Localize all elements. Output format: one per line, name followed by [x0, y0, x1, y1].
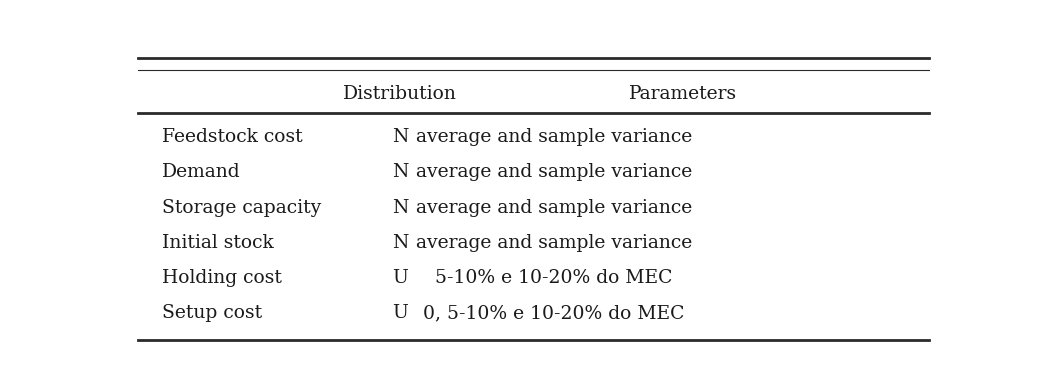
Text: Demand: Demand	[162, 163, 242, 181]
Text: average and sample variance: average and sample variance	[415, 198, 692, 216]
Text: Parameters: Parameters	[629, 85, 737, 103]
Text: average and sample variance: average and sample variance	[415, 234, 692, 252]
Text: 0, 5-10% e 10-20% do MEC: 0, 5-10% e 10-20% do MEC	[423, 304, 684, 322]
Text: U: U	[392, 269, 408, 287]
Text: N: N	[392, 198, 408, 216]
Text: average and sample variance: average and sample variance	[415, 163, 692, 181]
Text: Storage capacity: Storage capacity	[162, 198, 322, 216]
Text: N: N	[392, 163, 408, 181]
Text: average and sample variance: average and sample variance	[415, 128, 692, 146]
Text: Feedstock cost: Feedstock cost	[162, 128, 303, 146]
Text: N: N	[392, 128, 408, 146]
Text: 5-10% e 10-20% do MEC: 5-10% e 10-20% do MEC	[435, 269, 672, 287]
Text: N: N	[392, 234, 408, 252]
Text: Setup cost: Setup cost	[162, 304, 262, 322]
Text: Holding cost: Holding cost	[162, 269, 282, 287]
Text: U: U	[392, 304, 408, 322]
Text: Distribution: Distribution	[344, 85, 457, 103]
Text: Initial stock: Initial stock	[162, 234, 274, 252]
